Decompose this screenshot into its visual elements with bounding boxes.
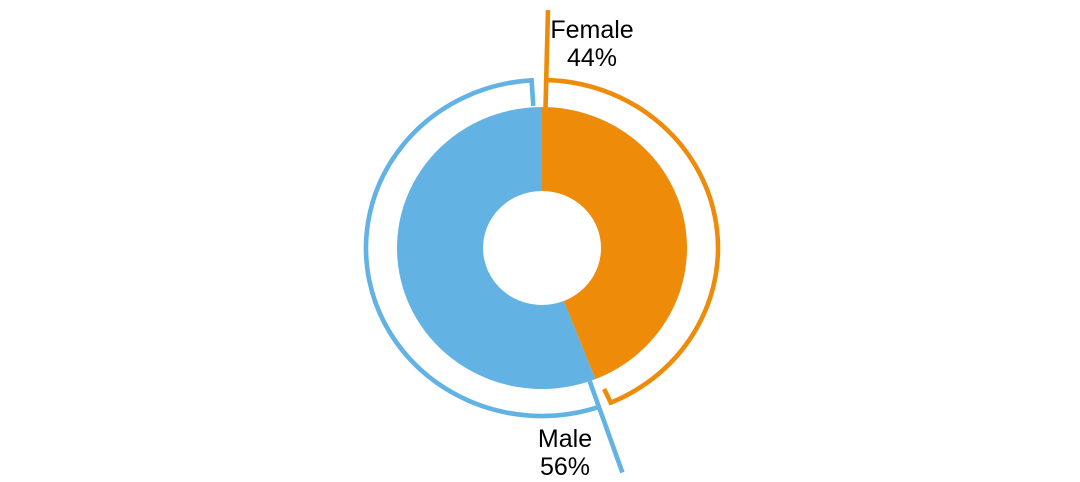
label-female-percent: 44% bbox=[566, 44, 618, 72]
female-outer-arc bbox=[546, 77, 721, 406]
label-male: Male 56% bbox=[538, 425, 592, 481]
label-male-name: Male bbox=[537, 425, 593, 453]
male-outer-arc bbox=[363, 77, 601, 419]
label-female: Female 44% bbox=[550, 16, 633, 72]
label-female-name: Female bbox=[550, 16, 634, 44]
female-slice bbox=[542, 107, 688, 380]
female-leader-line bbox=[543, 10, 551, 108]
label-male-percent: 56% bbox=[539, 453, 591, 481]
male-slice bbox=[397, 107, 596, 389]
male-leader-line bbox=[587, 380, 625, 474]
